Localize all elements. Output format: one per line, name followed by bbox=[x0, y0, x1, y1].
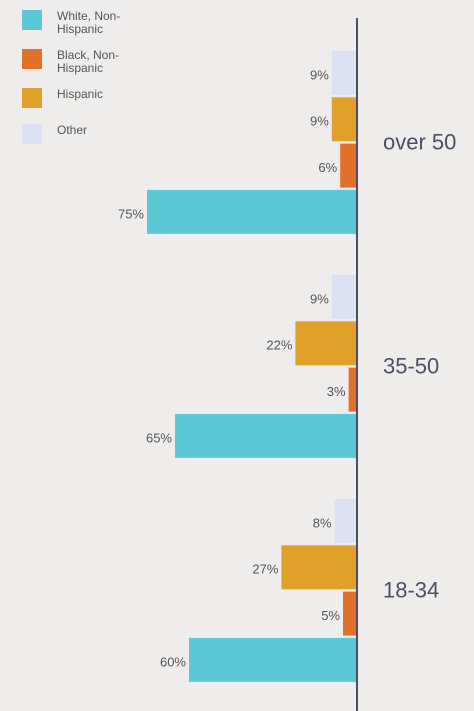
value-label: 75% bbox=[118, 206, 144, 221]
legend-swatch bbox=[22, 88, 42, 108]
bar bbox=[175, 413, 357, 458]
legend-item: Black, Non-Hispanic bbox=[22, 49, 145, 75]
value-label: 9% bbox=[310, 291, 329, 306]
legend-item: White, Non-Hispanic bbox=[22, 10, 145, 36]
bar bbox=[343, 591, 357, 636]
legend-item: Other bbox=[22, 124, 145, 144]
category-label: over 50 bbox=[383, 129, 456, 154]
bar bbox=[348, 367, 357, 412]
bar bbox=[147, 189, 357, 234]
value-label: 65% bbox=[146, 430, 172, 445]
category-label: 18-34 bbox=[383, 577, 439, 602]
bar bbox=[281, 545, 357, 590]
bar bbox=[340, 143, 357, 188]
legend-label: Other bbox=[57, 123, 88, 137]
bar bbox=[189, 637, 357, 682]
value-label: 60% bbox=[160, 654, 186, 669]
legend-swatch bbox=[22, 10, 42, 30]
value-label: 9% bbox=[310, 114, 329, 129]
bar bbox=[331, 97, 357, 142]
value-label: 3% bbox=[327, 384, 346, 399]
value-label: 22% bbox=[266, 338, 292, 353]
category-label: 35-50 bbox=[383, 353, 439, 378]
bar bbox=[334, 499, 357, 543]
legend-item: Hispanic bbox=[22, 88, 145, 108]
value-label: 6% bbox=[318, 160, 337, 175]
bar bbox=[331, 275, 357, 319]
legend-label: White, Non-Hispanic bbox=[57, 9, 121, 36]
value-label: 5% bbox=[321, 608, 340, 623]
legend-label: Hispanic bbox=[57, 87, 104, 101]
legend-swatch bbox=[22, 124, 42, 144]
value-label: 27% bbox=[252, 562, 278, 577]
legend-label: Black, Non-Hispanic bbox=[57, 48, 120, 75]
value-label: 8% bbox=[313, 515, 332, 530]
bar bbox=[331, 51, 357, 95]
value-label: 9% bbox=[310, 67, 329, 82]
bar bbox=[295, 321, 357, 366]
legend-swatch bbox=[22, 49, 42, 69]
